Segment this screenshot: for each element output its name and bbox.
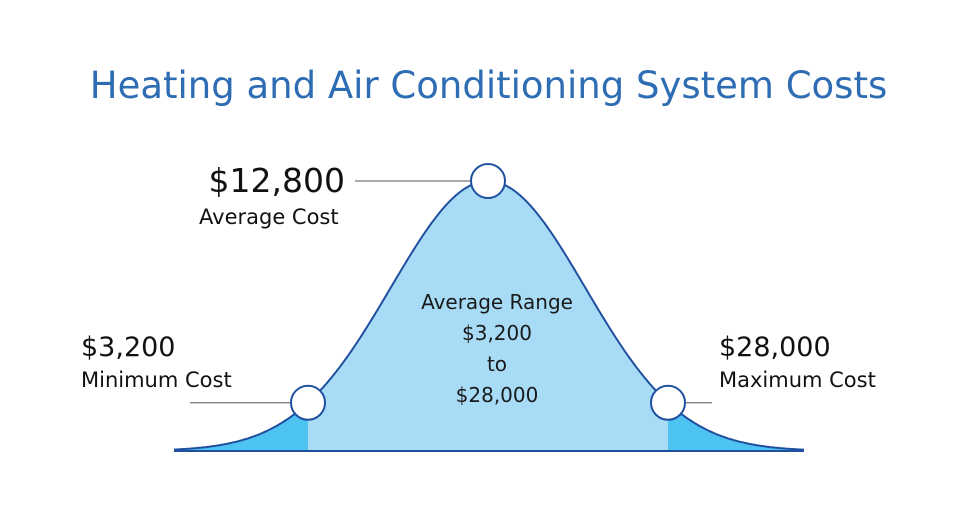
range-heading: Average Range — [421, 290, 573, 314]
average-value-label: $12,800 — [209, 161, 345, 200]
range-low-label: $3,200 — [462, 321, 532, 345]
maximum-caption-label: Maximum Cost — [719, 368, 876, 392]
right-tail-area — [668, 402, 804, 451]
maximum-marker — [650, 384, 686, 421]
minimum-caption-label: Minimum Cost — [81, 368, 232, 392]
minimum-value-label: $3,200 — [81, 332, 175, 363]
minimum-marker — [290, 384, 326, 421]
average-range-area — [308, 181, 668, 451]
average-marker — [470, 163, 506, 199]
maximum-value-label: $28,000 — [719, 332, 831, 363]
range-high-label: $28,000 — [456, 383, 539, 407]
average-caption-label: Average Cost — [199, 205, 339, 229]
left-tail-area — [174, 402, 308, 451]
range-connector-label: to — [487, 352, 507, 376]
chart-title: Heating and Air Conditioning System Cost… — [89, 64, 888, 107]
